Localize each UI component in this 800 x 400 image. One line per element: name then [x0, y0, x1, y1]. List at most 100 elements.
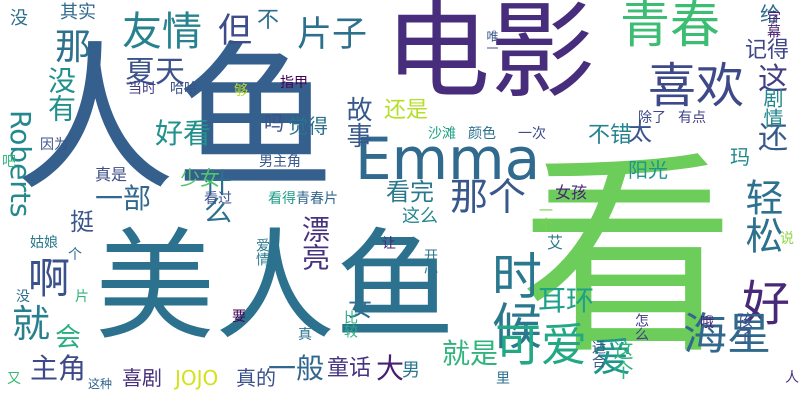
word-18: 这 — [758, 62, 788, 97]
word-39: 耳环 — [538, 284, 595, 317]
word-6: 喜欢 — [648, 58, 745, 114]
word-34: 童话 — [327, 356, 372, 381]
word-11: 那个 — [450, 175, 527, 219]
word-80: 没 — [10, 8, 28, 29]
word-79: 其实 — [60, 2, 96, 23]
word-0: 人鱼 — [15, 26, 336, 213]
word-95: 这个 — [610, 340, 634, 380]
word-5: 青春 — [620, 0, 720, 54]
word-58: 艾 — [547, 233, 564, 252]
word-61: 让 — [382, 236, 396, 252]
word-51: 阳光 — [628, 158, 668, 182]
word-41: 看完 — [386, 178, 434, 206]
word-25: 一部 — [95, 182, 152, 215]
word-21: Roberts — [4, 110, 37, 218]
word-17: 轻松 — [739, 178, 783, 254]
word-59: 一个 — [537, 203, 553, 231]
word-30: 主角 — [30, 352, 87, 385]
word-55: 剧情 — [760, 88, 784, 128]
word-26: 挺 — [70, 208, 94, 236]
word-57: 这么 — [402, 206, 438, 227]
word-33: 真的 — [236, 366, 276, 390]
word-75: 当时 — [128, 81, 156, 97]
word-16: 片子 — [297, 15, 368, 55]
word-71: 沙滩 — [428, 126, 456, 142]
word-90: 真 — [298, 327, 312, 343]
word-35: 大 — [376, 352, 405, 385]
word-19: 还 — [758, 121, 788, 156]
word-47: 会 — [55, 323, 82, 353]
word-86: 没 — [16, 289, 30, 305]
word-74: 唯一 — [485, 30, 499, 54]
word-48: 女 — [348, 294, 372, 322]
word-77: 够 — [234, 83, 248, 99]
word-64: 看得 — [268, 191, 296, 207]
word-96: 哦 — [700, 315, 714, 331]
word-28: 漂亮 — [298, 215, 331, 271]
word-10: 可爱 — [495, 318, 587, 372]
word-81: 因为 — [40, 137, 68, 153]
word-82: 吧 — [2, 154, 16, 170]
word-91: 比较 — [342, 310, 358, 338]
word-14: 啊 — [28, 254, 71, 303]
word-50: 不错 — [588, 123, 633, 148]
word-93: 适合 — [590, 340, 606, 368]
word-89: 要 — [232, 309, 246, 325]
word-63: 看过 — [204, 191, 232, 207]
word-70: 一次 — [518, 126, 546, 142]
word-83: 姑娘 — [30, 235, 58, 251]
word-44: 觉得 — [288, 114, 328, 138]
word-32: JOJO — [175, 366, 219, 390]
word-8: 好 — [742, 276, 791, 332]
word-76: 哈哈 — [170, 81, 198, 97]
word-46: 不 — [257, 8, 280, 33]
word-53: 记得 — [745, 38, 790, 63]
word-69: 颜色 — [468, 126, 496, 142]
word-27: 什么 — [200, 168, 233, 224]
word-29: 一般 — [268, 352, 325, 385]
word-98: 人 — [785, 370, 799, 386]
word-20: 那 — [55, 27, 92, 68]
word-72: 除了 — [638, 110, 666, 126]
word-65: 青春片 — [296, 191, 338, 207]
word-2: 美人鱼 — [95, 218, 455, 357]
word-24: 好看 — [155, 117, 212, 150]
word-38: 爱 — [592, 335, 632, 381]
word-4: Emma — [355, 125, 541, 193]
word-1: 看 — [520, 132, 735, 383]
word-9: 海星 — [683, 309, 771, 360]
word-62: 爱情 — [254, 238, 270, 266]
word-92: 里 — [496, 371, 510, 387]
word-87: 又 — [7, 371, 21, 387]
word-78: 字幕 — [765, 10, 781, 38]
word-42: 故事 — [342, 96, 372, 148]
word-84: 个 — [68, 247, 82, 263]
word-22: 没有 — [44, 66, 77, 122]
word-68: 指甲 — [280, 75, 308, 91]
word-85: 片 — [75, 289, 89, 305]
word-97: 孩子 — [734, 312, 753, 344]
word-15: 就 — [12, 302, 51, 346]
word-31: 喜剧 — [122, 366, 162, 390]
word-88: 这种 — [88, 377, 113, 391]
word-52: 玛 — [730, 145, 750, 169]
word-45: 吗 — [264, 111, 284, 135]
word-36: 男 — [402, 360, 420, 381]
word-66: 男主角 — [259, 154, 301, 170]
word-40: 太 — [628, 118, 652, 146]
word-13: 但 — [218, 11, 252, 51]
word-99: 说 — [780, 231, 794, 247]
word-3: 电影 — [385, 0, 596, 113]
word-49: 少女 — [180, 166, 220, 190]
word-73: 有点 — [678, 110, 706, 126]
word-94: 怎么 — [633, 313, 649, 341]
word-7: 时候 — [484, 250, 542, 350]
word-67: 真是 — [95, 165, 128, 184]
word-43: 还是 — [384, 98, 429, 123]
word-12: 友情 — [122, 9, 202, 55]
word-54: 给 — [760, 2, 780, 26]
word-56: 女孩 — [555, 183, 588, 202]
word-23: 夏天 — [125, 55, 185, 90]
word-60: 开心 — [422, 248, 438, 276]
